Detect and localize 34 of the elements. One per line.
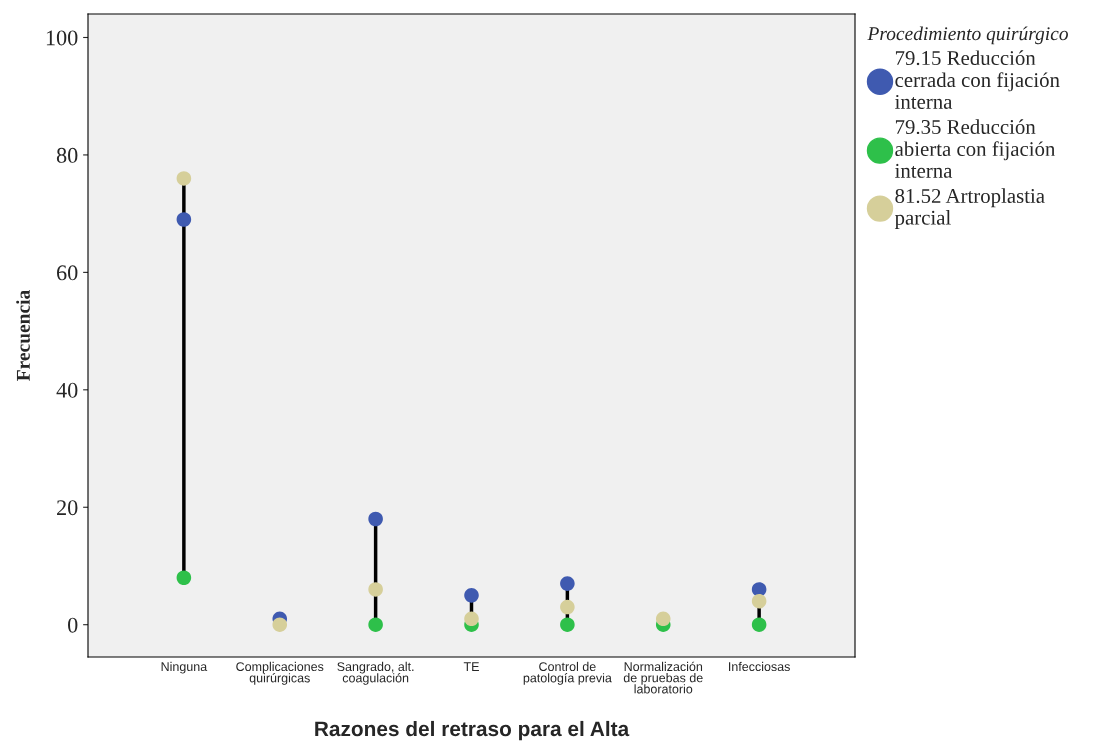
y-tick-label: 100 xyxy=(46,30,78,46)
point xyxy=(751,593,767,609)
x-tick-label: Sangrado, alt. coagulación xyxy=(337,661,414,685)
x-tick-label: TE xyxy=(463,662,479,671)
legend-label: 79.35 Reducción abierta con fijación interna xyxy=(895,119,1056,178)
point xyxy=(368,582,383,597)
x-axis-title: Razones del retraso para el Alta xyxy=(315,720,630,741)
point xyxy=(560,599,575,615)
y-axis-title: Frecuencia xyxy=(16,290,30,381)
legend-title: Procedimiento quirúrgico xyxy=(867,26,1068,45)
point xyxy=(464,588,479,603)
x-tick-label: Complicaciones quirúrgicas xyxy=(236,661,324,685)
point xyxy=(176,171,192,186)
y-tick-label: 80 xyxy=(56,147,78,163)
point xyxy=(560,617,575,632)
point xyxy=(272,617,288,632)
y-tick-label: 0 xyxy=(68,617,78,633)
point xyxy=(464,611,479,627)
y-tick-label: 20 xyxy=(57,500,78,516)
point xyxy=(655,611,671,627)
x-tick-label: Normalización de pruebas de laboratorio xyxy=(623,661,703,694)
point xyxy=(176,212,192,227)
y-tick-label: 60 xyxy=(57,265,78,281)
point xyxy=(368,511,383,527)
x-tick-label: Control de patología previa xyxy=(523,661,612,685)
x-tick-label: Ninguna xyxy=(161,661,208,674)
legend-label: 81.52 Artroplastia parcial xyxy=(894,188,1045,230)
y-tick-label: 40 xyxy=(56,382,78,398)
point xyxy=(751,617,767,632)
point xyxy=(368,617,383,632)
point xyxy=(176,570,192,586)
point xyxy=(560,576,575,591)
legend-label: 79.15 Reducción cerrada con fijación interna xyxy=(895,50,1060,109)
x-tick-label: Infecciosas xyxy=(729,661,790,672)
